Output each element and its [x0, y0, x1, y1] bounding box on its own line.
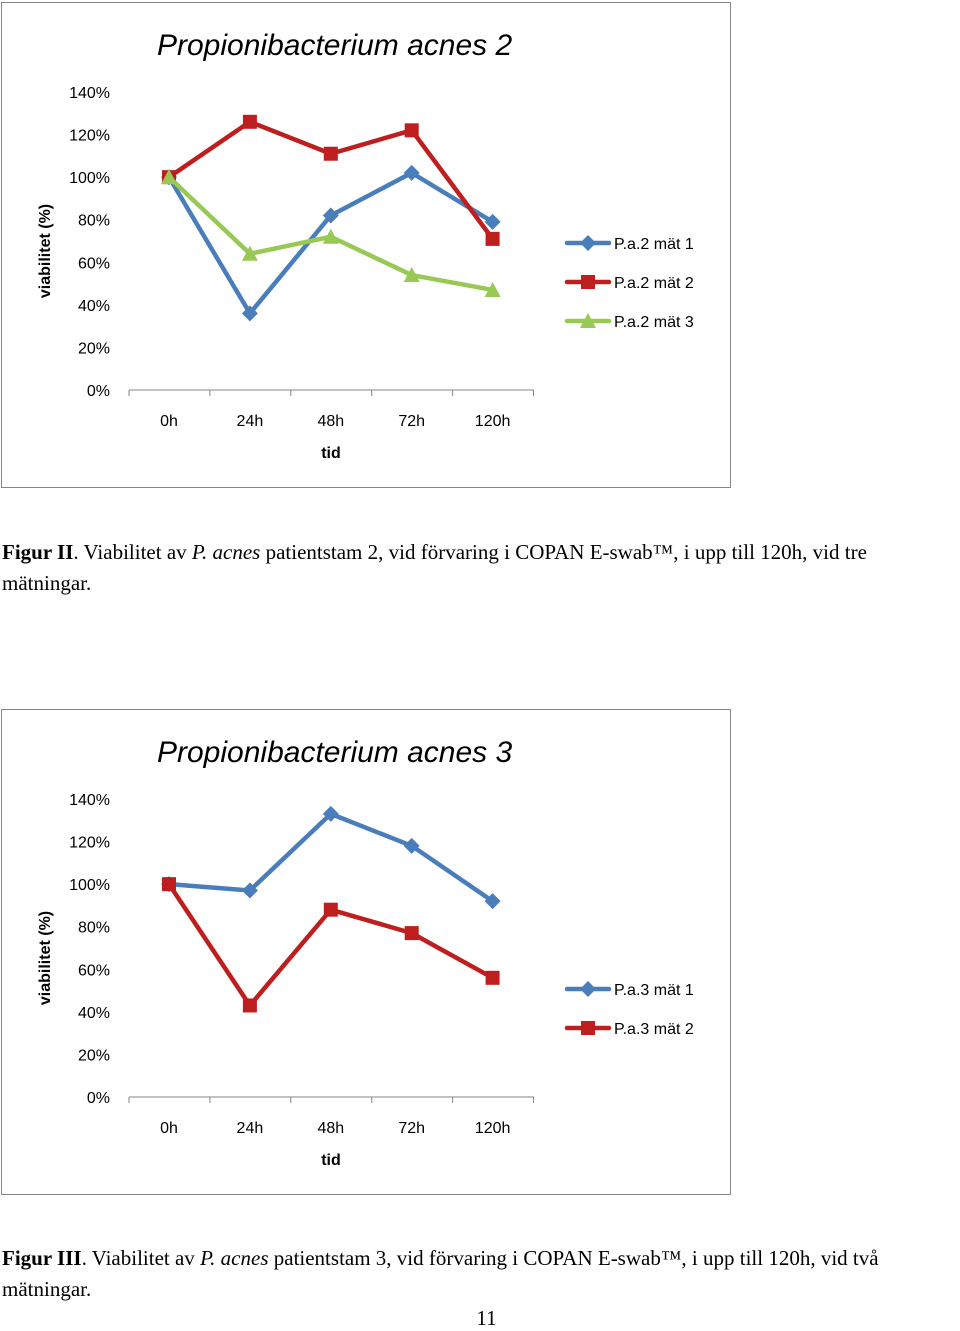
- x-tick-label: 48h: [317, 413, 344, 430]
- legend-label: P.a.3 mät 1: [614, 982, 694, 999]
- marker-diamond: [241, 305, 258, 322]
- marker-diamond: [403, 837, 420, 854]
- caption-species: P. acnes: [191, 540, 261, 564]
- legend-entry: P.a.2 mät 1: [564, 235, 694, 253]
- y-tick-label: 100%: [69, 877, 110, 894]
- marker-diamond: [484, 893, 501, 910]
- marker-triangle: [241, 245, 258, 261]
- legend-entry: P.a.2 mät 2: [564, 275, 694, 292]
- caption-text-start: . Viabilitet av: [81, 1246, 201, 1270]
- y-tick-label: 20%: [78, 1047, 110, 1064]
- x-tick-label: 0h: [160, 1120, 178, 1137]
- legend-label: P.a.2 mät 1: [614, 236, 694, 253]
- marker-square: [485, 231, 500, 246]
- marker-diamond: [322, 805, 339, 822]
- series-2: [162, 114, 500, 246]
- y-tick-label: 120%: [69, 835, 110, 852]
- y-tick-label: 40%: [78, 298, 110, 315]
- x-tick-label: 48h: [317, 1120, 344, 1137]
- x-axis-title: tid: [321, 445, 341, 462]
- marker-triangle: [403, 267, 420, 283]
- legend-label: P.a.2 mät 2: [614, 275, 694, 292]
- chart-canvas: Propionibacterium acnes 3 0% 20% 40% 60% 80% 1…: [37, 736, 694, 1169]
- y-tick-label: 120%: [69, 128, 110, 145]
- marker-square: [581, 275, 595, 289]
- legend-label: P.a.3 mät 2: [614, 1021, 694, 1038]
- y-axis-title: viabilitet (%): [37, 911, 54, 1005]
- marker-square: [404, 123, 419, 138]
- y-tick-label: 40%: [78, 1005, 110, 1022]
- series-line: [166, 881, 495, 1008]
- marker-triangle: [322, 228, 339, 244]
- marker-diamond: [580, 981, 596, 997]
- marker-square: [323, 146, 338, 161]
- series-1: [161, 805, 501, 910]
- marker-square: [404, 926, 419, 941]
- marker-square: [242, 114, 257, 129]
- series-1: [161, 164, 501, 322]
- marker-square: [323, 902, 338, 917]
- x-tick-label: 72h: [398, 413, 425, 430]
- x-tick-label: 120h: [475, 1120, 511, 1137]
- y-tick-label: 20%: [78, 340, 110, 357]
- legend-entry: P.a.3 mät 2: [564, 1021, 694, 1038]
- x-tick-label: 72h: [398, 1120, 425, 1137]
- chart-viability-strain-3: Propionibacterium acnes 3 0% 20% 40% 60% 80% 1…: [1, 709, 731, 1195]
- marker-diamond: [580, 235, 596, 251]
- figure-caption-3: Figur III. Viabilitet av P. acnes patien…: [2, 1243, 957, 1305]
- marker-triangle: [484, 281, 501, 297]
- marker-diamond: [484, 213, 501, 230]
- page-number: 11: [476, 1306, 497, 1330]
- y-tick-label: 140%: [69, 85, 110, 102]
- marker-diamond: [241, 882, 258, 899]
- caption-label: Figur III: [2, 1246, 82, 1270]
- marker-square: [581, 1021, 595, 1035]
- y-tick-label: 140%: [69, 792, 110, 809]
- y-tick-label: 100%: [69, 170, 110, 187]
- y-tick-label: 60%: [78, 962, 110, 979]
- series-3: [161, 169, 501, 297]
- series-line: [166, 811, 495, 904]
- y-tick-label: 0%: [87, 1090, 110, 1107]
- y-axis-title: viabilitet (%): [37, 204, 54, 298]
- caption-species: P. acnes: [200, 1246, 269, 1270]
- y-tick-label: 0%: [87, 383, 110, 400]
- x-tick-label: 24h: [237, 413, 264, 430]
- marker-triangle: [580, 313, 596, 328]
- marker-triangle: [161, 169, 177, 185]
- marker-diamond: [322, 207, 339, 224]
- figure-caption-2: Figur II. Viabilitet av P. acnes patient…: [2, 537, 957, 599]
- chart-viability-strain-2: Propionibacterium acnes 2 0% 20% 40% 60% 80% 1…: [1, 2, 731, 488]
- y-tick-label: 80%: [78, 213, 110, 230]
- series-2: [162, 877, 500, 1013]
- x-tick-label: 0h: [160, 413, 178, 430]
- legend-entry: P.a.2 mät 3: [564, 313, 694, 331]
- y-tick-label: 80%: [78, 920, 110, 937]
- y-tick-label: 60%: [78, 255, 110, 272]
- x-tick-label: 24h: [237, 1120, 264, 1137]
- marker-square: [242, 998, 257, 1013]
- caption-text-start: . Viabilitet av: [73, 540, 192, 564]
- marker-square: [485, 970, 500, 985]
- marker-square: [162, 877, 176, 892]
- chart-title: Propionibacterium acnes 2: [157, 29, 513, 62]
- caption-label: Figur II: [2, 540, 74, 564]
- legend-entry: P.a.3 mät 1: [564, 981, 694, 999]
- x-axis-title: tid: [321, 1152, 341, 1169]
- caption-text-end: patientstam 3, vid förvaring i COPAN E-s…: [2, 1246, 879, 1301]
- x-tick-label: 120h: [475, 413, 511, 430]
- marker-diamond: [403, 164, 420, 181]
- caption-text-end: patientstam 2, vid förvaring i COPAN E-s…: [2, 540, 867, 595]
- chart-canvas: Propionibacterium acnes 2 0% 20% 40% 60% 80% 1…: [37, 29, 694, 462]
- legend-label: P.a.2 mät 3: [614, 314, 694, 331]
- chart-title: Propionibacterium acnes 3: [157, 736, 513, 769]
